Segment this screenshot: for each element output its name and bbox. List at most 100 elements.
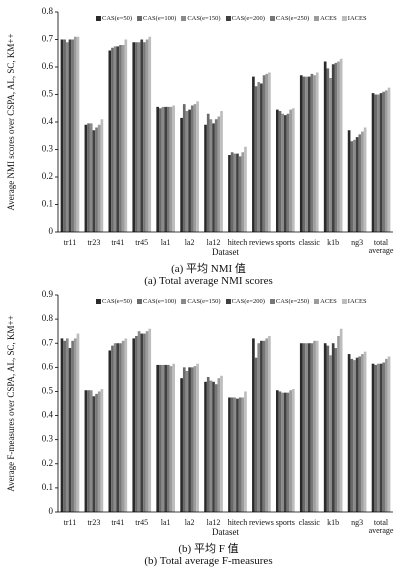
legend-swatch (96, 16, 101, 21)
bar (387, 356, 391, 512)
bar (111, 345, 114, 512)
bar (116, 46, 120, 232)
bar (73, 36, 77, 232)
bar (214, 119, 218, 232)
bar (185, 111, 189, 232)
bar (135, 42, 138, 232)
x-axis-label: Dataset (212, 527, 239, 537)
bar (268, 335, 271, 512)
legend-item: CAS(e=50) (96, 297, 132, 306)
legend-item: CAS(e=50) (96, 14, 132, 23)
legend-label: CAS(e=250) (275, 15, 310, 22)
bar (220, 375, 223, 512)
bar (164, 106, 168, 232)
bar (329, 355, 332, 512)
legend-label: IACES (347, 15, 367, 22)
bar (350, 141, 354, 232)
x-tick-label: ng3 (351, 238, 364, 247)
bar (331, 64, 335, 232)
legend-item: CAS(e=100) (137, 14, 176, 23)
caption: (a) 平均 NMI 值 (171, 263, 246, 275)
x-tick-label: la2 (184, 518, 195, 527)
bar (87, 390, 90, 512)
bar (132, 42, 136, 232)
bar (363, 351, 367, 512)
bar (145, 39, 149, 232)
bar (60, 338, 64, 512)
bar (108, 350, 112, 512)
legend-item: CAS(e=150) (181, 297, 221, 306)
legend-label: CAS(e=200) (231, 15, 265, 22)
bar (217, 378, 221, 512)
bar (291, 389, 295, 512)
bar (209, 380, 213, 512)
bar (164, 364, 168, 512)
x-tick-label: la2 (184, 238, 195, 247)
legend-item: CAS(e=250) (269, 14, 310, 23)
legend-label: CAS(e=250) (275, 298, 310, 305)
bar (305, 76, 308, 232)
bar (353, 139, 356, 232)
bar (185, 370, 189, 512)
bar (89, 123, 93, 232)
bar (113, 46, 117, 232)
bar (71, 340, 74, 512)
legend-swatch (181, 16, 187, 21)
bar (371, 93, 375, 232)
legend-label: CAS(e=50) (102, 298, 133, 305)
bar (111, 47, 114, 232)
bar (278, 391, 282, 512)
y-tick-label: 0.2 (42, 171, 53, 181)
x-tick-label: ng3 (351, 518, 364, 527)
bar (283, 115, 287, 232)
bar (347, 130, 351, 232)
bar (254, 357, 258, 512)
bar (167, 364, 170, 512)
bar (377, 94, 380, 232)
x-tick-label: reviews (248, 238, 274, 247)
legend-label: CAS(e=200) (231, 298, 265, 305)
bar (281, 392, 284, 512)
y-tick-label: 0.6 (42, 61, 54, 71)
bar (209, 119, 213, 232)
y-tick-label: 0.8 (42, 313, 54, 323)
bar (159, 108, 162, 232)
bar (289, 390, 292, 512)
bar (385, 90, 388, 232)
bar (385, 358, 388, 512)
x-tick-label: la12 (206, 518, 221, 527)
legend-item: IACES (341, 14, 367, 23)
bar (238, 397, 242, 512)
y-tick-label: 0.4 (42, 410, 54, 420)
bar (182, 367, 186, 512)
bar (374, 94, 378, 232)
legend-swatch (269, 16, 275, 21)
bar (353, 360, 356, 512)
bar (241, 152, 245, 232)
axes (57, 295, 393, 513)
axes (57, 12, 393, 233)
bar (268, 72, 271, 232)
x-tick-label: tr45 (135, 518, 149, 527)
bar (167, 106, 170, 232)
y-tick-label: 0.7 (42, 34, 54, 44)
bar (89, 390, 93, 512)
x-tick-label: reviews (248, 518, 274, 527)
bar (377, 363, 380, 512)
bar (132, 338, 136, 512)
bar (358, 356, 362, 512)
bar (92, 130, 96, 232)
bar (323, 61, 327, 232)
bar (217, 116, 221, 232)
y-axis-label: Average NMI scores over CSPA, AL, SC, KM… (6, 33, 16, 210)
bar (143, 333, 146, 512)
bar (100, 389, 104, 512)
bar (313, 340, 316, 512)
bar (289, 109, 292, 232)
x-tick-label: sports (275, 518, 295, 527)
legend-swatch (341, 299, 347, 304)
bar (307, 343, 311, 512)
bar (169, 366, 173, 512)
bar (278, 111, 282, 232)
